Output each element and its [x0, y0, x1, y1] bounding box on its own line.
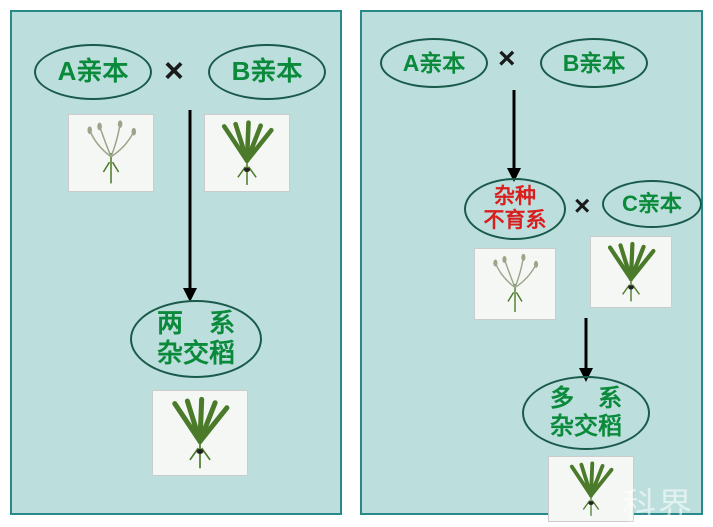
node-multi-line-hybrid: 多 系杂交稻: [522, 376, 650, 450]
rice-image-b-left: [204, 114, 290, 192]
right-panel: A亲本 B亲本 × 杂种不育系 × C亲本 多: [360, 10, 703, 515]
label: A亲本: [58, 57, 129, 87]
label: A亲本: [403, 50, 466, 76]
node-b-parent-left: B亲本: [208, 44, 326, 100]
arrow-left: [180, 110, 200, 306]
left-panel: A亲本 B亲本 × 两 系杂交稻: [10, 10, 342, 515]
label: B亲本: [232, 57, 303, 87]
label: 多 系杂交稻: [550, 385, 622, 440]
arrow-right-1: [504, 90, 524, 186]
rice-image-c: [590, 236, 672, 308]
cross-right-1: ×: [498, 42, 516, 76]
cross-right-2: ×: [574, 190, 590, 222]
rice-image-result-left: [152, 390, 248, 476]
node-c-parent: C亲本: [602, 180, 702, 228]
node-a-parent-right: A亲本: [380, 38, 488, 88]
watermark-sub: SciMall: [628, 514, 667, 525]
rice-image-hybrid: [474, 248, 556, 320]
label: 杂种不育系: [484, 185, 547, 233]
node-a-parent-left: A亲本: [34, 44, 152, 100]
label: B亲本: [563, 50, 626, 76]
cross-left: ×: [164, 52, 184, 91]
node-two-line-hybrid: 两 系杂交稻: [130, 300, 262, 378]
node-hybrid-sterile: 杂种不育系: [464, 178, 566, 240]
label: 两 系杂交稻: [157, 309, 235, 369]
rice-image-a-left: [68, 114, 154, 192]
node-b-parent-right: B亲本: [540, 38, 648, 88]
label: C亲本: [622, 191, 682, 216]
